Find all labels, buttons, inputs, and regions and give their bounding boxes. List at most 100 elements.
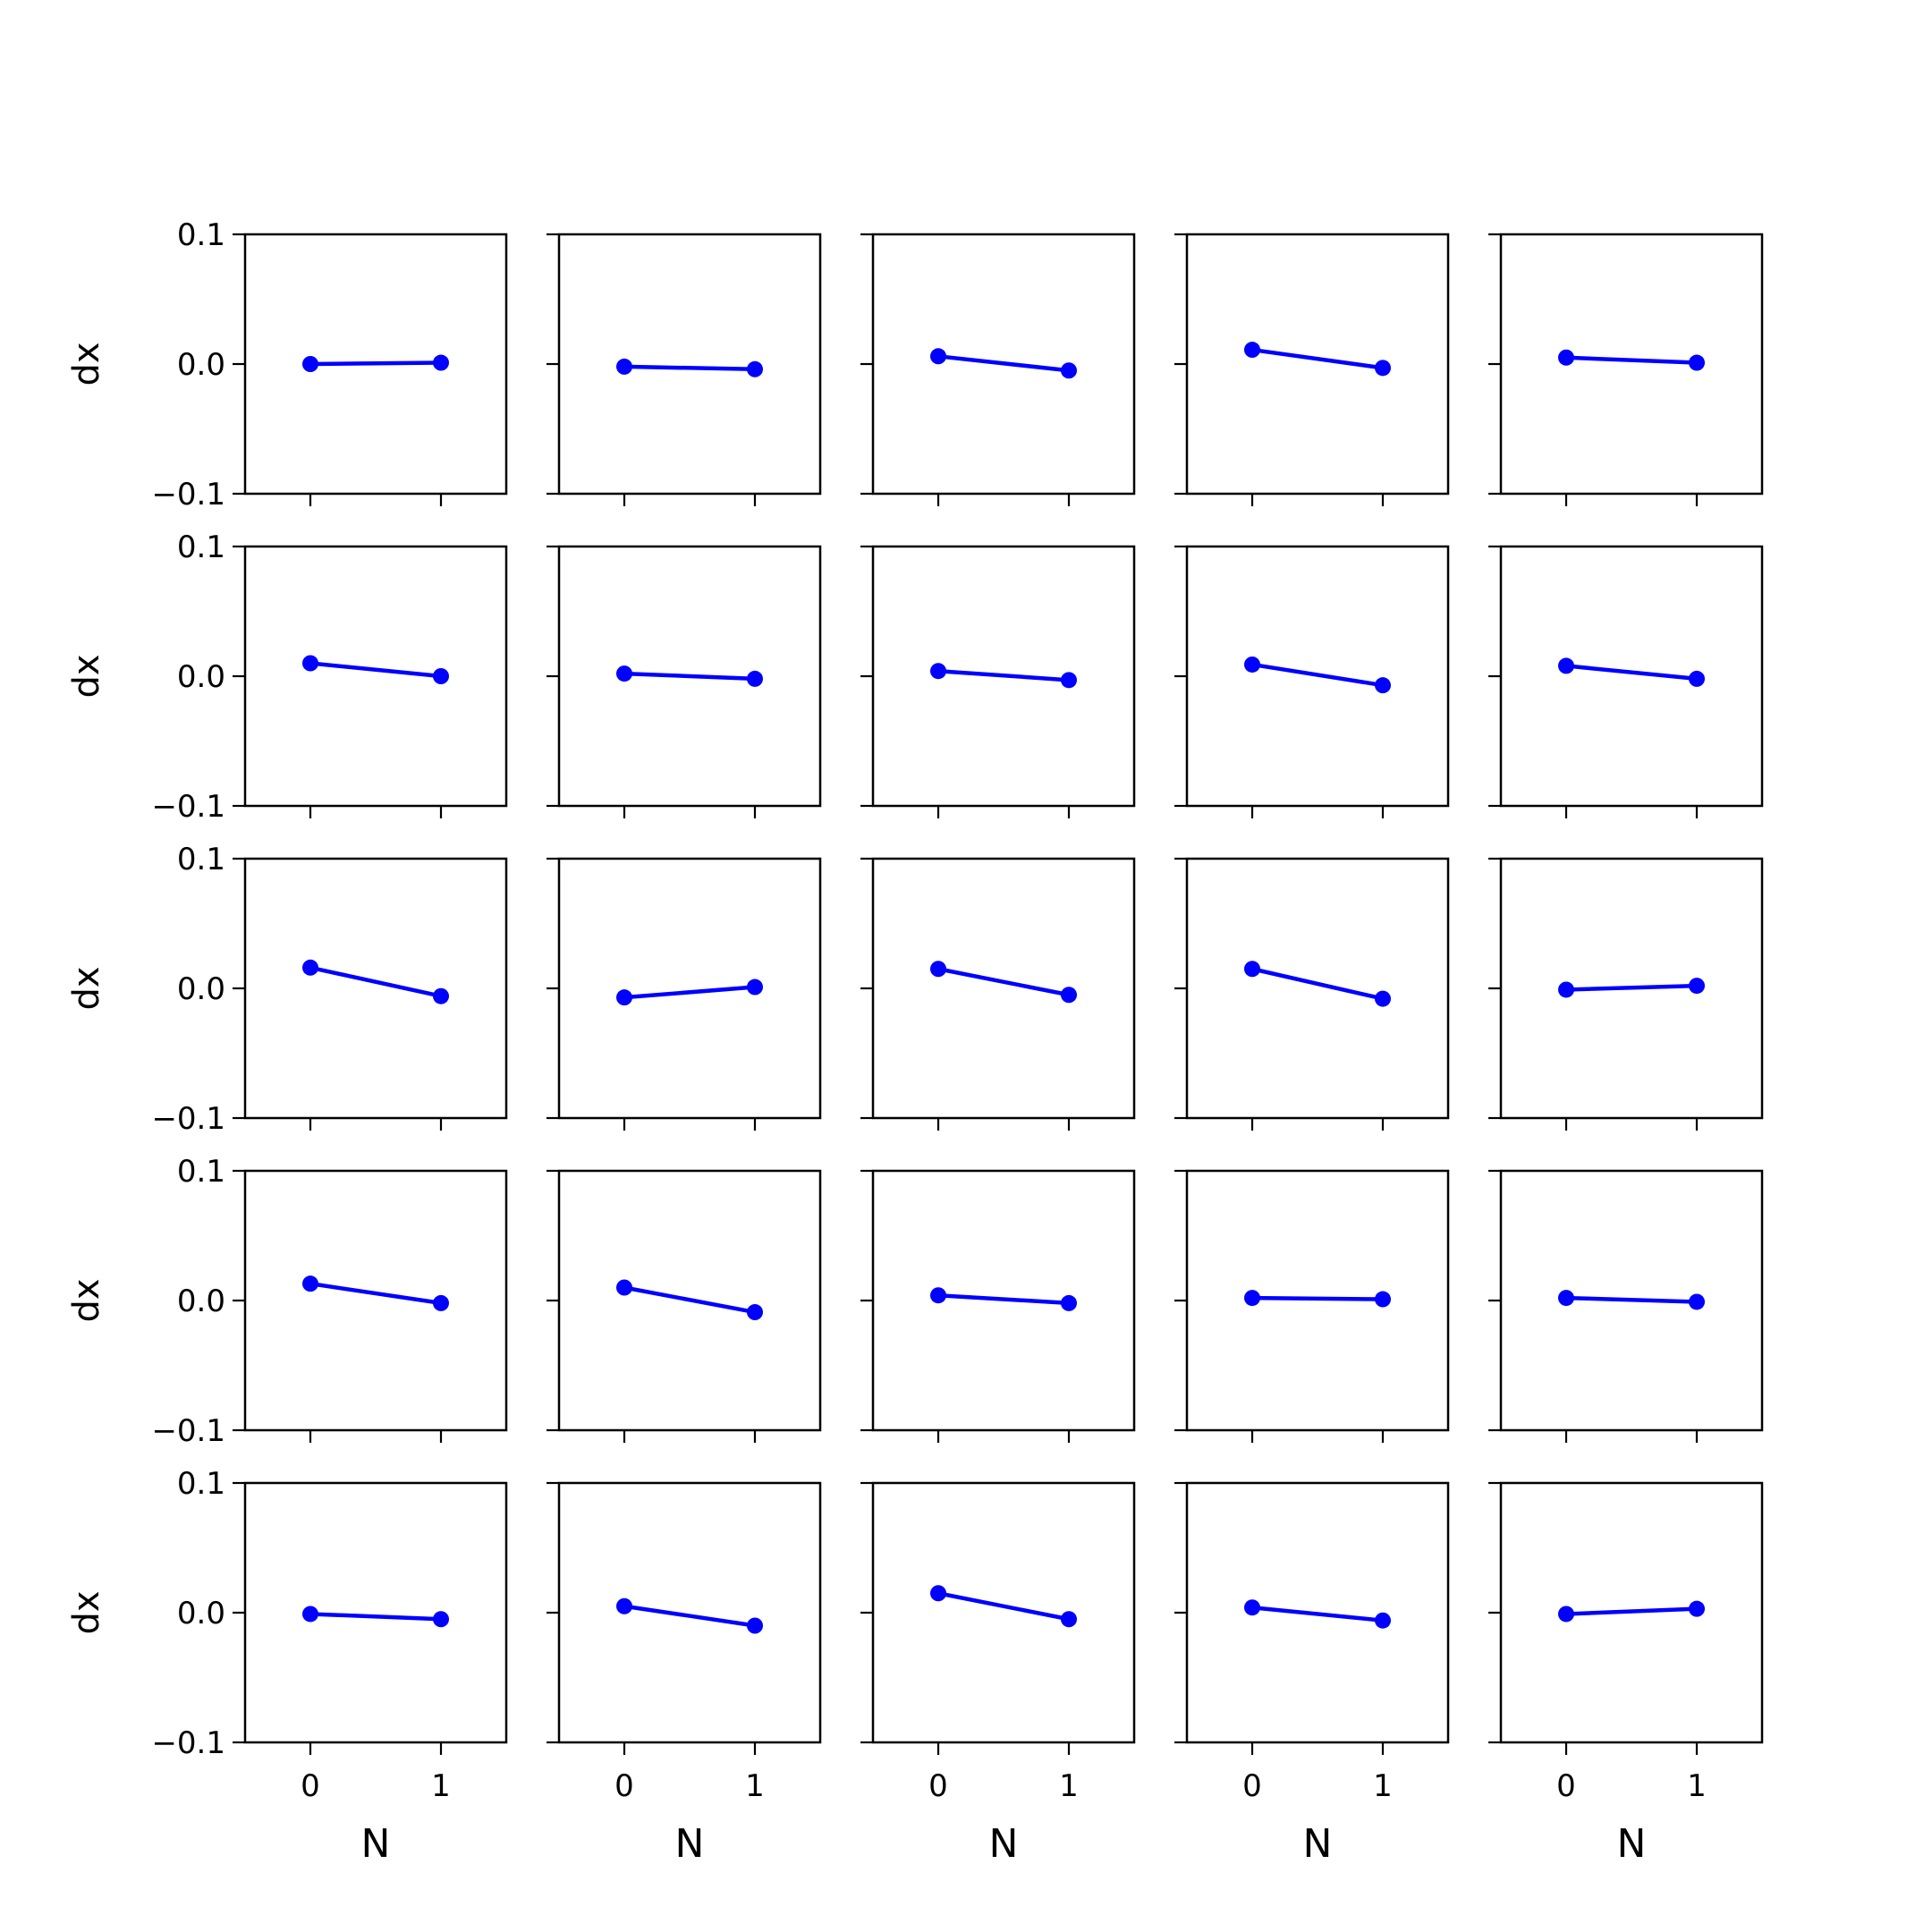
x-tick-label: 0 <box>301 1768 320 1804</box>
data-point <box>616 665 632 682</box>
data-point <box>1375 1612 1391 1629</box>
data-point <box>616 989 632 1006</box>
series-line <box>1565 664 1698 682</box>
x-axis-label: N <box>989 1821 1019 1867</box>
y-tick-label: 0.1 <box>177 1154 225 1190</box>
subplot-r5-c4: 0 1 N <box>1174 1481 1450 1867</box>
data-point <box>1689 1600 1705 1617</box>
data-point <box>433 1611 449 1628</box>
x-tick-label: 1 <box>1687 1768 1707 1804</box>
data-point <box>302 655 318 672</box>
y-tick-label: −0.1 <box>151 1101 225 1137</box>
data-point <box>616 1279 632 1296</box>
y-axis-label: dx <box>66 1278 107 1322</box>
x-tick-label: 1 <box>1373 1768 1393 1804</box>
data-point <box>433 668 449 684</box>
data-point <box>302 356 318 372</box>
subplot-r5-c1: −0.1 0.0 0.1 0 1 dx N <box>66 1466 508 1867</box>
y-tick-label: 0.1 <box>177 1466 225 1502</box>
y-tick-label: 0.0 <box>177 1596 225 1631</box>
subplot-r5-c3: 0 1 N <box>860 1481 1136 1867</box>
subplot-r4-c2 <box>547 1169 822 1443</box>
y-tick-label: 0.0 <box>177 971 225 1007</box>
y-tick-label: −0.1 <box>151 1725 225 1761</box>
data-point <box>1689 1293 1705 1310</box>
series-line <box>1565 355 1698 365</box>
data-point <box>1558 657 1574 674</box>
data-point <box>1244 1599 1260 1616</box>
series-line <box>309 965 442 998</box>
x-tick-label: 0 <box>928 1768 948 1804</box>
data-point <box>747 1617 763 1634</box>
data-point <box>302 959 318 976</box>
data-point <box>1375 1291 1391 1308</box>
data-point <box>1558 981 1574 998</box>
subplot-r3-c1: −0.1 0.0 0.1 dx <box>66 842 508 1137</box>
data-point <box>433 1294 449 1311</box>
series-line <box>309 661 442 679</box>
x-tick-label: 1 <box>431 1768 451 1804</box>
data-point <box>1689 354 1705 371</box>
data-point <box>1061 672 1077 689</box>
data-point <box>1244 656 1260 673</box>
x-tick-label: 0 <box>1242 1768 1262 1804</box>
subplot-r3-c4 <box>1174 857 1450 1131</box>
y-tick-label: −0.1 <box>151 789 225 825</box>
data-point <box>930 663 946 680</box>
series-line <box>1251 662 1384 688</box>
subplot-r2-c3 <box>860 545 1136 818</box>
x-tick-label: 1 <box>745 1768 765 1804</box>
data-point <box>433 987 449 1004</box>
data-point <box>930 1287 946 1304</box>
series-line <box>623 1285 756 1315</box>
data-point <box>747 979 763 996</box>
subplot-r4-c1: −0.1 0.0 0.1 dx <box>66 1154 508 1449</box>
subplot-r1-c3 <box>860 233 1136 506</box>
series-line <box>1565 983 1698 992</box>
series-line <box>623 364 756 372</box>
data-point <box>1375 990 1391 1007</box>
subplot-grid: −0.10.00.1dx−0.10.00.1dx−0.10.00.1dx−0.1… <box>66 217 1764 1867</box>
series-line <box>1565 1295 1698 1304</box>
x-tick-label: 0 <box>614 1768 634 1804</box>
x-axis-label: N <box>361 1821 391 1867</box>
data-point <box>302 1606 318 1623</box>
series-line <box>1251 347 1384 370</box>
x-axis-label: N <box>675 1821 705 1867</box>
subplot-r2-c5 <box>1488 545 1764 818</box>
subplot-r1-c4 <box>1174 233 1450 506</box>
subplot-r5-c2: 0 1 N <box>547 1481 822 1867</box>
data-point <box>433 354 449 371</box>
subplot-r1-c5 <box>1488 233 1764 506</box>
data-point <box>1558 1606 1574 1623</box>
y-axis-label: dx <box>66 1590 107 1634</box>
data-point <box>747 360 763 377</box>
subplot-r3-c3 <box>860 857 1136 1131</box>
data-point <box>930 1585 946 1602</box>
subplot-r3-c5 <box>1488 857 1764 1131</box>
data-point <box>302 1275 318 1292</box>
x-tick-label: 0 <box>1556 1768 1576 1804</box>
series-line <box>623 671 756 682</box>
data-point <box>1061 1611 1077 1628</box>
subplot-r1-c1: −0.1 0.0 0.1 dx <box>66 217 508 513</box>
data-point <box>1244 342 1260 359</box>
subplot-r4-c5 <box>1488 1169 1764 1443</box>
subplot-r2-c1: −0.1 0.0 0.1 dx <box>66 530 508 825</box>
data-point <box>616 1597 632 1614</box>
data-point <box>1558 1290 1574 1307</box>
subplot-r5-c5: 0 1 N <box>1488 1481 1764 1867</box>
series-line <box>1565 1606 1698 1616</box>
series-line <box>937 1292 1070 1306</box>
series-line <box>1251 1605 1384 1623</box>
series-line <box>309 360 442 367</box>
y-tick-label: 0.1 <box>177 217 225 253</box>
subplot-r3-c2 <box>547 857 822 1131</box>
subplot-r4-c3 <box>860 1169 1136 1443</box>
x-tick-label: 1 <box>1059 1768 1079 1804</box>
y-tick-label: 0.0 <box>177 659 225 695</box>
data-point <box>616 358 632 375</box>
data-point <box>1375 677 1391 694</box>
